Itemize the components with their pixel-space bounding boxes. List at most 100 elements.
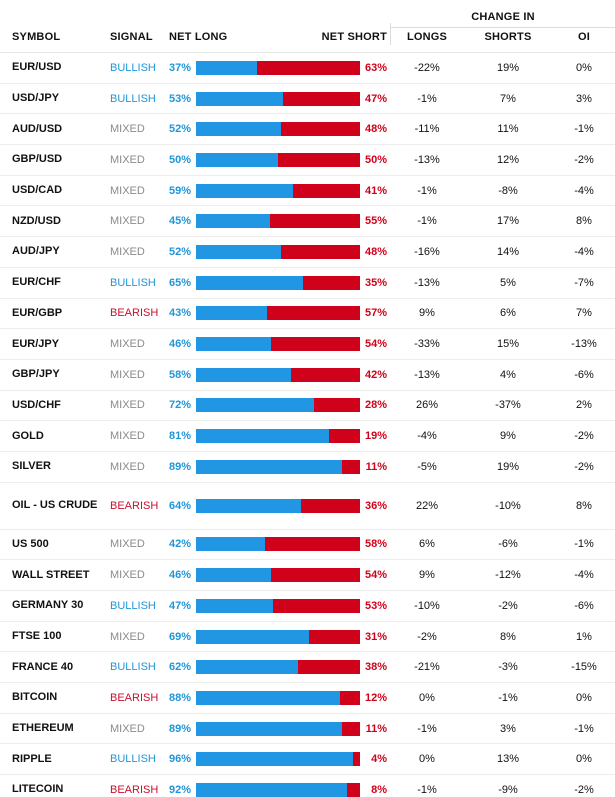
table-row[interactable]: USD/CHF MIXED 72% 28% 26% -37% 2%: [0, 391, 615, 422]
signal-cell: MIXED: [110, 338, 145, 351]
signal-cell: MIXED: [110, 460, 145, 473]
table-row[interactable]: ETHEREUM MIXED 89% 11% -1% 3% -1%: [0, 714, 615, 745]
table-row[interactable]: GBP/USD MIXED 50% 50% -13% 12% -2%: [0, 145, 615, 176]
symbol-cell[interactable]: EUR/JPY: [12, 337, 60, 350]
net-short-bar: [273, 598, 360, 613]
symbol-cell[interactable]: GBP/USD: [12, 153, 63, 166]
net-long-value: 43%: [169, 307, 192, 320]
net-short-value: 54%: [364, 338, 387, 351]
net-long-value: 89%: [169, 460, 192, 473]
change-oi-value: -2%: [574, 153, 594, 166]
column-header-longs[interactable]: LONGS: [406, 31, 448, 43]
table-row[interactable]: OIL - US CRUDE BEARISH 64% 36% 22% -10% 8%: [0, 483, 615, 530]
symbol-cell[interactable]: WALL STREET: [12, 568, 90, 581]
sentiment-bar-cell: [196, 237, 360, 267]
symbol-cell[interactable]: AUD/JPY: [12, 245, 60, 258]
sentiment-bar-cell: [196, 53, 360, 83]
symbol-cell[interactable]: RIPPLE: [12, 752, 52, 765]
table-row[interactable]: USD/JPY BULLISH 53% 47% -1% 7% 3%: [0, 84, 615, 115]
symbol-cell[interactable]: USD/CAD: [12, 184, 63, 197]
sentiment-bar: [196, 183, 360, 198]
symbol-cell[interactable]: EUR/USD: [12, 61, 62, 74]
change-oi-value: -6%: [574, 599, 594, 612]
table-row[interactable]: EUR/USD BULLISH 37% 63% -22% 19% 0%: [0, 53, 615, 84]
net-short-value: 55%: [364, 215, 387, 228]
symbol-cell[interactable]: FTSE 100: [12, 630, 62, 643]
table-row[interactable]: EUR/CHF BULLISH 65% 35% -13% 5% -7%: [0, 268, 615, 299]
table-row[interactable]: USD/CAD MIXED 59% 41% -1% -8% -4%: [0, 176, 615, 207]
symbol-cell[interactable]: GERMANY 30: [12, 599, 84, 612]
table-row[interactable]: AUD/JPY MIXED 52% 48% -16% 14% -4%: [0, 237, 615, 268]
table-row[interactable]: EUR/GBP BEARISH 43% 57% 9% 6% 7%: [0, 299, 615, 330]
change-longs-value: 0%: [419, 691, 435, 704]
column-header-symbol[interactable]: SYMBOL: [12, 31, 61, 43]
change-oi-value: -1%: [574, 123, 594, 136]
column-header-oi[interactable]: OI: [577, 31, 590, 43]
column-header-net-short[interactable]: NET SHORT: [321, 31, 387, 43]
net-long-bar: [196, 721, 342, 736]
table-row[interactable]: AUD/USD MIXED 52% 48% -11% 11% -1%: [0, 114, 615, 146]
symbol-cell[interactable]: USD/JPY: [12, 92, 60, 105]
table-row[interactable]: BITCOIN BEARISH 88% 12% 0% -1% 0%: [0, 683, 615, 714]
change-oi-value: -1%: [574, 722, 594, 735]
change-shorts-value: -3%: [498, 661, 518, 674]
sentiment-bar-cell: [196, 299, 360, 329]
change-in-header: CHANGE IN: [471, 11, 535, 23]
column-header-net-long[interactable]: NET LONG: [169, 31, 228, 43]
symbol-cell[interactable]: NZD/USD: [12, 214, 61, 227]
net-short-bar: [266, 306, 360, 321]
net-short-value: 11%: [365, 722, 387, 735]
table-row[interactable]: RIPPLE BULLISH 96% 4% 0% 13% 0%: [0, 744, 615, 776]
table-row[interactable]: WALL STREET MIXED 46% 54% 9% -12% -4%: [0, 560, 615, 591]
table-row[interactable]: FTSE 100 MIXED 69% 31% -2% 8% 1%: [0, 622, 615, 653]
sentiment-bar: [196, 337, 360, 352]
change-shorts-value: 9%: [500, 430, 516, 443]
symbol-cell[interactable]: GOLD: [12, 429, 44, 442]
sentiment-bar: [196, 629, 360, 644]
symbol-cell[interactable]: ETHEREUM: [12, 722, 74, 735]
net-long-value: 64%: [169, 499, 192, 512]
change-oi-value: -13%: [571, 338, 597, 351]
symbol-cell[interactable]: GBP/JPY: [12, 368, 60, 381]
table-row[interactable]: US 500 MIXED 42% 58% 6% -6% -1%: [0, 530, 615, 561]
symbol-cell[interactable]: OIL - US CRUDE: [12, 499, 98, 512]
symbol-cell[interactable]: US 500: [12, 537, 49, 550]
table-row[interactable]: FRANCE 40 BULLISH 62% 38% -21% -3% -15%: [0, 652, 615, 684]
table-row[interactable]: SILVER MIXED 89% 11% -5% 19% -2%: [0, 452, 615, 483]
change-oi-value: 3%: [576, 92, 592, 105]
table-row[interactable]: EUR/JPY MIXED 46% 54% -33% 15% -13%: [0, 329, 615, 360]
table-row[interactable]: GERMANY 30 BULLISH 47% 53% -10% -2% -6%: [0, 591, 615, 622]
change-shorts-value: -2%: [498, 599, 518, 612]
column-header-shorts[interactable]: SHORTS: [484, 31, 532, 43]
net-short-bar: [269, 214, 360, 229]
symbol-cell[interactable]: SILVER: [12, 460, 51, 473]
sentiment-bar: [196, 660, 360, 675]
symbol-cell[interactable]: USD/CHF: [12, 398, 61, 411]
symbol-cell[interactable]: BITCOIN: [12, 691, 58, 704]
symbol-cell[interactable]: AUD/USD: [12, 122, 63, 135]
net-short-bar: [292, 183, 360, 198]
net-short-value: 41%: [364, 184, 387, 197]
table-row[interactable]: GOLD MIXED 81% 19% -4% 9% -2%: [0, 421, 615, 452]
change-longs-value: -21%: [414, 661, 440, 674]
sentiment-bar: [196, 60, 360, 75]
net-long-bar: [196, 122, 282, 137]
table-row[interactable]: LITECOIN BEARISH 92% 8% -1% -9% -2%: [0, 775, 615, 797]
table-row[interactable]: GBP/JPY MIXED 58% 42% -13% 4% -6%: [0, 360, 615, 391]
change-oi-value: -15%: [571, 661, 597, 674]
sentiment-bar: [196, 429, 360, 444]
net-long-bar: [196, 91, 283, 106]
table-row[interactable]: NZD/USD MIXED 45% 55% -1% 17% 8%: [0, 206, 615, 238]
net-long-bar: [196, 537, 265, 552]
sentiment-bar: [196, 398, 360, 413]
symbol-cell[interactable]: LITECOIN: [12, 783, 64, 796]
signal-cell: BULLISH: [110, 61, 156, 74]
sentiment-bar-cell: [196, 114, 360, 144]
symbol-cell[interactable]: EUR/CHF: [12, 276, 61, 289]
symbol-cell[interactable]: EUR/GBP: [12, 306, 63, 319]
column-header-signal[interactable]: SIGNAL: [110, 31, 153, 43]
net-short-bar: [271, 568, 360, 583]
symbol-cell[interactable]: FRANCE 40: [12, 660, 74, 673]
change-longs-value: -10%: [414, 599, 440, 612]
net-short-value: 38%: [364, 661, 387, 674]
